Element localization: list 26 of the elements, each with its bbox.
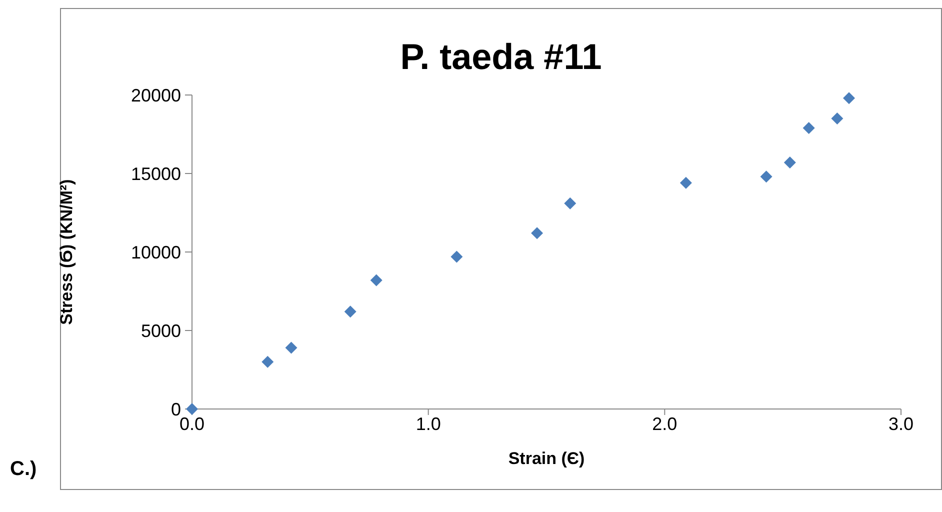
point: [843, 92, 856, 104]
x-axis-title: Strain (Є): [508, 449, 585, 468]
x-tick-label: 0.0: [179, 414, 205, 434]
y-tick-label: 0: [170, 399, 181, 420]
point: [262, 356, 274, 368]
y-axis-title: Stress (Ϭ) (KN/M²): [57, 179, 76, 325]
point: [784, 156, 796, 169]
point: [370, 274, 382, 286]
y-tick-label: 10000: [130, 242, 181, 262]
text: C.): [10, 458, 37, 481]
point: [680, 176, 692, 189]
point: [802, 122, 815, 134]
y-tick-label: 15000: [130, 164, 181, 184]
x-tick-label: 2.0: [652, 414, 678, 434]
point: [564, 197, 576, 210]
point: [285, 342, 298, 354]
point: [760, 170, 772, 183]
point: [450, 250, 463, 263]
x-tick-label: 1.0: [416, 414, 441, 434]
point: [831, 112, 844, 125]
chart-title: P. taeda #11: [399, 36, 603, 78]
point: [344, 306, 356, 318]
y-tick-label: 20000: [130, 85, 181, 106]
point: [531, 227, 544, 240]
x-tick-label: 3.0: [888, 414, 914, 434]
y-tick-label: 5000: [140, 320, 181, 341]
